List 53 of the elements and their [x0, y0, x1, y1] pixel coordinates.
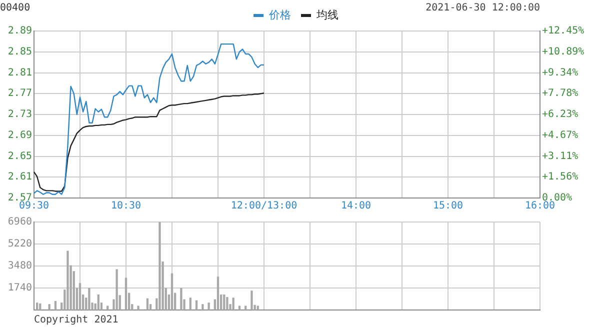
y-tick-label: 5220 [8, 238, 32, 250]
bar [39, 303, 42, 310]
bar [232, 298, 234, 310]
bar [146, 298, 149, 310]
bar [250, 290, 253, 310]
bar [158, 222, 161, 310]
y-tick-label: 2.73 [8, 109, 32, 120]
bar [216, 276, 220, 310]
bar [97, 294, 100, 310]
bar [170, 273, 174, 310]
bar [88, 288, 90, 310]
bar [54, 300, 57, 310]
bar [226, 297, 228, 310]
bar [36, 302, 38, 310]
y2-tick-label: +12.45% [542, 26, 584, 37]
bar [202, 304, 204, 310]
bar [195, 300, 198, 310]
bar [180, 288, 182, 310]
y-tick-label: 2.85 [8, 46, 32, 58]
bar [208, 302, 210, 310]
bar [137, 306, 140, 310]
y-tick-label: 6960 [8, 216, 32, 228]
y2-tick-label: +3.11% [542, 150, 578, 162]
bar [116, 269, 118, 310]
y-tick-label: 2.69 [8, 130, 32, 141]
x-tick-label: 10:30 [110, 200, 142, 212]
y-tick-label: 2.77 [8, 88, 32, 100]
bar [66, 250, 69, 310]
bar [48, 304, 50, 310]
y2-tick-label: +6.23% [542, 109, 578, 120]
y-tick-label: 3480 [8, 260, 32, 272]
text: 2021-06-30 12:00:00 [426, 2, 540, 14]
y2-tick-label: +4.67% [542, 130, 578, 141]
chart-title: 00400 [0, 2, 30, 14]
legend-label: 价格 [268, 8, 291, 22]
y-tick-label: 2.61 [8, 172, 32, 183]
y-tick-label: 2.81 [8, 67, 32, 78]
x-tick-label: 12:00/13:00 [230, 200, 298, 212]
y-tick-label: 2.89 [8, 26, 32, 37]
y2-tick-label: +10.89% [542, 46, 584, 58]
x-tick-label: 15:00 [432, 200, 464, 212]
x-tick-label: 14:00 [340, 200, 372, 212]
bar [78, 283, 82, 310]
y2-tick-label: +9.34% [542, 67, 578, 78]
y2-tick-label: +1.56% [542, 172, 578, 183]
y-tick-label: 2.65 [8, 150, 32, 162]
bar [124, 278, 128, 310]
y-tick-label: 1740 [8, 282, 32, 294]
legend-label: 均线 [316, 8, 338, 22]
bar [223, 294, 226, 310]
text: Copyright 2021 [34, 314, 118, 326]
bar [189, 298, 192, 310]
y2-tick-label: +7.78% [542, 88, 578, 100]
